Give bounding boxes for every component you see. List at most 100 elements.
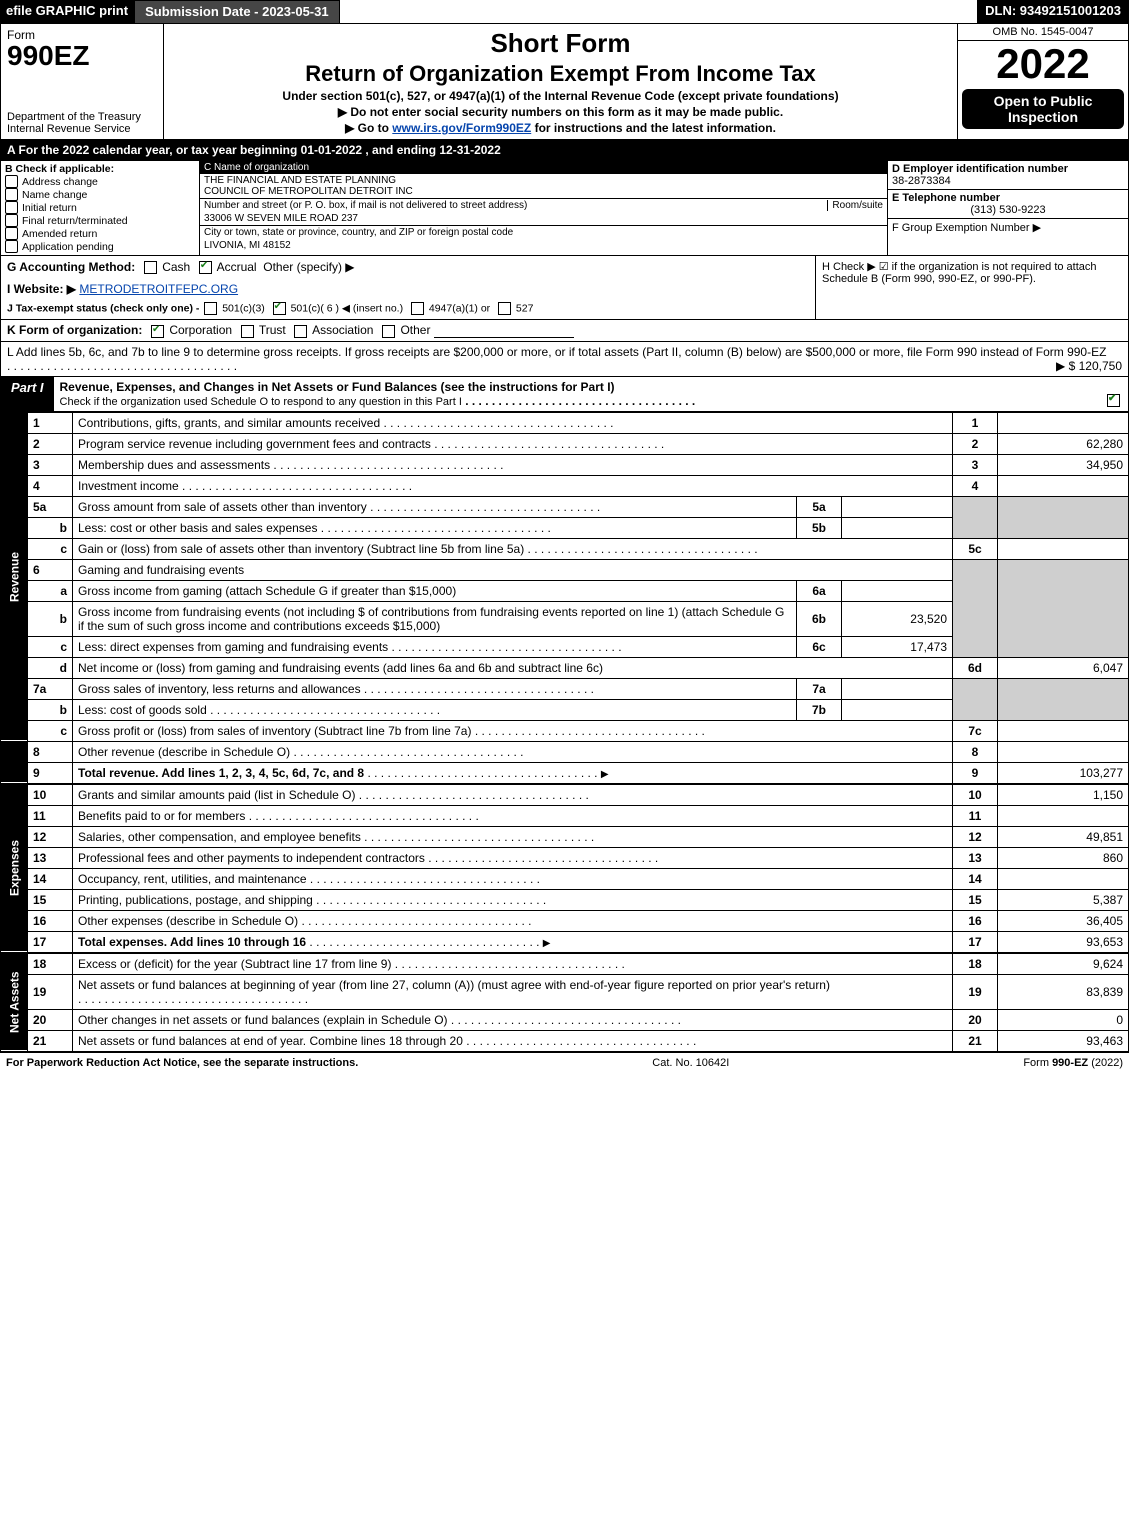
ein-label: D Employer identification number <box>892 163 1124 175</box>
col-c: C Name of organization THE FINANCIAL AND… <box>200 161 887 255</box>
checkbox-icon[interactable] <box>204 302 217 315</box>
line-amt <box>998 412 1129 433</box>
org-city: LIVONIA, MI 48152 <box>200 239 887 252</box>
subtitle-ssn: ▶ Do not enter social security numbers o… <box>172 105 949 119</box>
checkbox-icon[interactable] <box>5 201 18 214</box>
row-gh: G Accounting Method: Cash Accrual Other … <box>0 256 1129 320</box>
grey-cell <box>953 496 998 538</box>
title-short-form: Short Form <box>172 28 949 59</box>
header-left: Form 990EZ Department of the Treasury In… <box>1 24 164 139</box>
col-b: B Check if applicable: Address change Na… <box>1 161 200 255</box>
line-desc: Contributions, gifts, grants, and simila… <box>73 412 953 433</box>
checkbox-icon[interactable] <box>1107 394 1120 407</box>
page-footer: For Paperwork Reduction Act Notice, see … <box>0 1052 1129 1073</box>
org-name: THE FINANCIAL AND ESTATE PLANNING COUNCI… <box>200 174 887 198</box>
checkbox-icon[interactable] <box>273 302 286 315</box>
checkbox-icon[interactable] <box>5 227 18 240</box>
subtitle-section: Under section 501(c), 527, or 4947(a)(1)… <box>172 89 949 103</box>
header-center: Short Form Return of Organization Exempt… <box>164 24 957 139</box>
part1-tab: Part I <box>1 377 54 411</box>
part1-checknote: Check if the organization used Schedule … <box>60 396 462 408</box>
addr-label: Number and street (or P. O. box, if mail… <box>204 200 527 211</box>
chk-name[interactable]: Name change <box>5 188 195 201</box>
other-org-line[interactable] <box>434 325 574 338</box>
i-website-label: I Website: ▶ <box>7 282 76 296</box>
group-exemption-label: F Group Exemption Number ▶ <box>892 221 1124 234</box>
grey-cell <box>998 496 1129 538</box>
addr-label-row: Number and street (or P. O. box, if mail… <box>200 198 887 212</box>
checkbox-icon[interactable] <box>5 188 18 201</box>
open-public-badge: Open to Public Inspection <box>962 89 1124 129</box>
submission-date: Submission Date - 2023-05-31 <box>134 0 340 24</box>
section-bcdef: B Check if applicable: Address change Na… <box>0 161 1129 256</box>
part1-header: Part I Revenue, Expenses, and Changes in… <box>0 377 1129 412</box>
topbar-spacer <box>340 0 978 24</box>
sidebar-expenses: Expenses <box>1 784 28 952</box>
header-right: OMB No. 1545-0047 2022 Open to Public In… <box>957 24 1128 139</box>
sidebar-netassets: Net Assets <box>1 953 28 1051</box>
goto-pre: ▶ Go to <box>345 121 392 135</box>
irs-link[interactable]: www.irs.gov/Form990EZ <box>392 121 531 135</box>
checkbox-icon[interactable] <box>498 302 511 315</box>
footer-cat: Cat. No. 10642I <box>652 1057 729 1069</box>
checkbox-icon[interactable] <box>5 214 18 227</box>
checkbox-icon[interactable] <box>411 302 424 315</box>
expenses-table: Expenses 10 Grants and similar amounts p… <box>0 784 1129 953</box>
chk-address[interactable]: Address change <box>5 175 195 188</box>
revenue-table: Revenue 1 Contributions, gifts, grants, … <box>0 412 1129 784</box>
efile-label[interactable]: efile GRAPHIC print <box>0 0 134 24</box>
l-amt-label: ▶ $ <box>1056 359 1075 373</box>
dln-label: DLN: 93492151001203 <box>977 0 1129 24</box>
omb-number: OMB No. 1545-0047 <box>958 24 1128 41</box>
checkbox-icon[interactable] <box>5 240 18 253</box>
org-address: 33006 W SEVEN MILE ROAD 237 <box>200 212 887 225</box>
line-amt: 62,280 <box>998 433 1129 454</box>
netassets-table: Net Assets 18 Excess or (deficit) for th… <box>0 953 1129 1052</box>
chk-final[interactable]: Final return/terminated <box>5 214 195 227</box>
h-box: H Check ▶ ☑ if the organization is not r… <box>815 256 1128 319</box>
part1-title: Revenue, Expenses, and Changes in Net As… <box>54 377 1128 411</box>
title-return: Return of Organization Exempt From Incom… <box>172 61 949 87</box>
form-number: 990EZ <box>7 42 157 70</box>
line-num: 1 <box>28 412 73 433</box>
checkbox-icon[interactable] <box>241 325 254 338</box>
grey-cell <box>953 678 998 720</box>
subtitle-goto: ▶ Go to www.irs.gov/Form990EZ for instru… <box>172 121 949 135</box>
tel-label: E Telephone number <box>892 192 1124 204</box>
goto-post: for instructions and the latest informat… <box>531 121 776 135</box>
dots <box>7 359 237 373</box>
c-name-label: C Name of organization <box>200 161 887 174</box>
website-link[interactable]: METRODETROITFEPC.ORG <box>79 282 238 296</box>
b-label: B Check if applicable: <box>5 163 195 175</box>
g-accounting: G Accounting Method: Cash Accrual Other … <box>1 256 815 319</box>
row-k: K Form of organization: Corporation Trus… <box>0 320 1129 341</box>
chk-initial[interactable]: Initial return <box>5 201 195 214</box>
checkbox-icon[interactable] <box>382 325 395 338</box>
l-text: L Add lines 5b, 6c, and 7b to line 9 to … <box>7 345 1106 359</box>
e-row: E Telephone number (313) 530-9223 <box>888 190 1128 219</box>
line-ref: 1 <box>953 412 998 433</box>
grey-cell <box>998 559 1129 657</box>
checkbox-icon[interactable] <box>151 325 164 338</box>
checkbox-icon[interactable] <box>199 261 212 274</box>
city-label: City or town, state or province, country… <box>200 225 887 239</box>
tax-year: 2022 <box>958 41 1128 87</box>
checkbox-icon[interactable] <box>5 175 18 188</box>
col-def: D Employer identification number 38-2873… <box>887 161 1128 255</box>
dept-label: Department of the Treasury Internal Reve… <box>7 111 157 135</box>
checkbox-icon[interactable] <box>144 261 157 274</box>
form-header: Form 990EZ Department of the Treasury In… <box>0 24 1129 140</box>
k-label: K Form of organization: <box>7 323 142 337</box>
chk-pending[interactable]: Application pending <box>5 240 195 253</box>
grey-cell <box>953 559 998 657</box>
checkbox-icon[interactable] <box>294 325 307 338</box>
sidebar-revenue: Revenue <box>1 412 28 741</box>
row-a: A For the 2022 calendar year, or tax yea… <box>0 140 1129 161</box>
row-l: L Add lines 5b, 6c, and 7b to line 9 to … <box>0 342 1129 377</box>
j-label: J Tax-exempt status (check only one) - <box>7 303 199 315</box>
l-amount: 120,750 <box>1079 359 1122 373</box>
room-label: Room/suite <box>827 200 883 211</box>
dots <box>465 394 695 408</box>
chk-amended[interactable]: Amended return <box>5 227 195 240</box>
g-label: G Accounting Method: <box>7 260 135 274</box>
